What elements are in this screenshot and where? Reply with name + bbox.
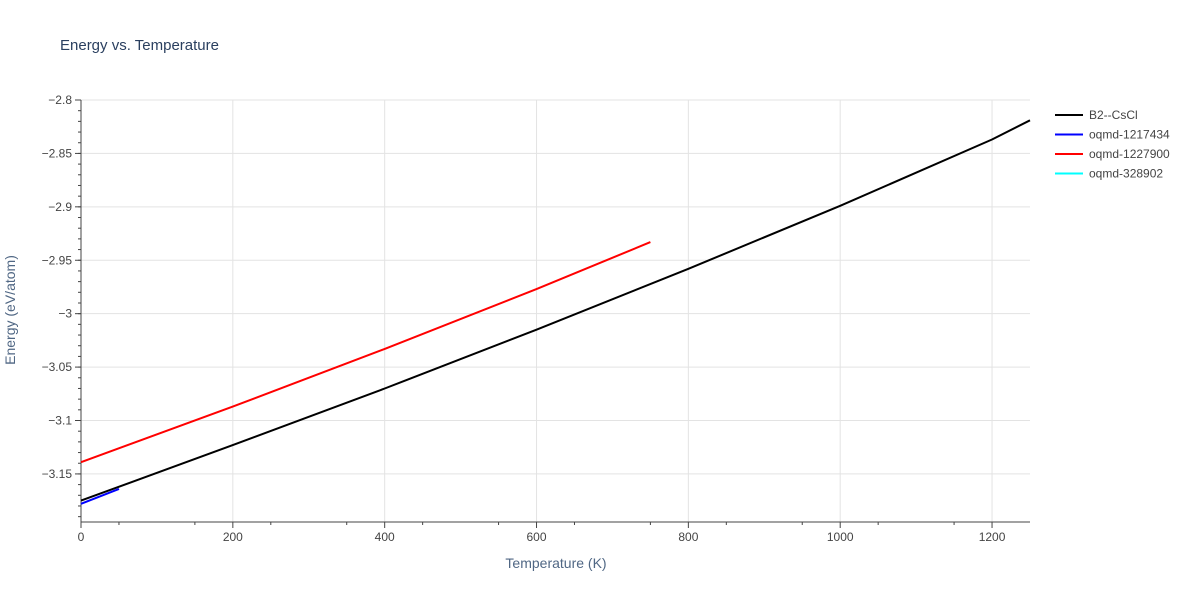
x-tick-label: 0 bbox=[78, 530, 85, 544]
legend-label: B2--CsCl bbox=[1089, 108, 1138, 122]
x-tick-label: 200 bbox=[223, 530, 243, 544]
x-tick-label: 600 bbox=[527, 530, 547, 544]
legend: B2--CsCl oqmd-1217434 oqmd-1227900 oqmd-328… bbox=[1055, 108, 1170, 181]
y-tick-label: −2.8 bbox=[48, 93, 72, 107]
y-tick-label: −2.9 bbox=[48, 200, 72, 214]
legend-label: oqmd-1217434 bbox=[1089, 128, 1170, 142]
x-tick-label: 1200 bbox=[979, 530, 1006, 544]
y-tick-label: −2.95 bbox=[42, 253, 73, 267]
x-tick-label: 800 bbox=[678, 530, 698, 544]
chart-title: Energy vs. Temperature bbox=[60, 37, 219, 54]
series-line bbox=[80, 487, 120, 505]
legend-label: oqmd-1227900 bbox=[1089, 147, 1170, 161]
series-line bbox=[80, 241, 651, 464]
y-axis-label: Energy (eV/atom) bbox=[2, 255, 18, 365]
legend-item: oqmd-1227900 bbox=[1055, 147, 1170, 161]
series-line bbox=[80, 119, 1031, 502]
y-tick-label: −3 bbox=[58, 307, 72, 321]
legend-item: oqmd-328902 bbox=[1055, 167, 1163, 181]
y-tick-label: −2.85 bbox=[42, 146, 73, 160]
y-tick-label: −3.1 bbox=[48, 414, 72, 428]
legend-label: oqmd-328902 bbox=[1089, 167, 1163, 181]
series-layer bbox=[80, 119, 1031, 505]
grid-layer bbox=[81, 99, 1030, 522]
y-tick-label: −3.05 bbox=[42, 360, 73, 374]
legend-item: oqmd-1217434 bbox=[1055, 128, 1170, 142]
x-axis-label: Temperature (K) bbox=[505, 555, 606, 571]
x-tick-label: 1000 bbox=[827, 530, 854, 544]
axis-layer: 0 200 400 600 800 1000 1200 −3.15 −3.1 −3.05 −3 −2.… bbox=[42, 93, 1030, 544]
x-tick-label: 400 bbox=[375, 530, 395, 544]
y-tick-label: −3.15 bbox=[42, 467, 73, 481]
legend-item: B2--CsCl bbox=[1055, 108, 1138, 122]
